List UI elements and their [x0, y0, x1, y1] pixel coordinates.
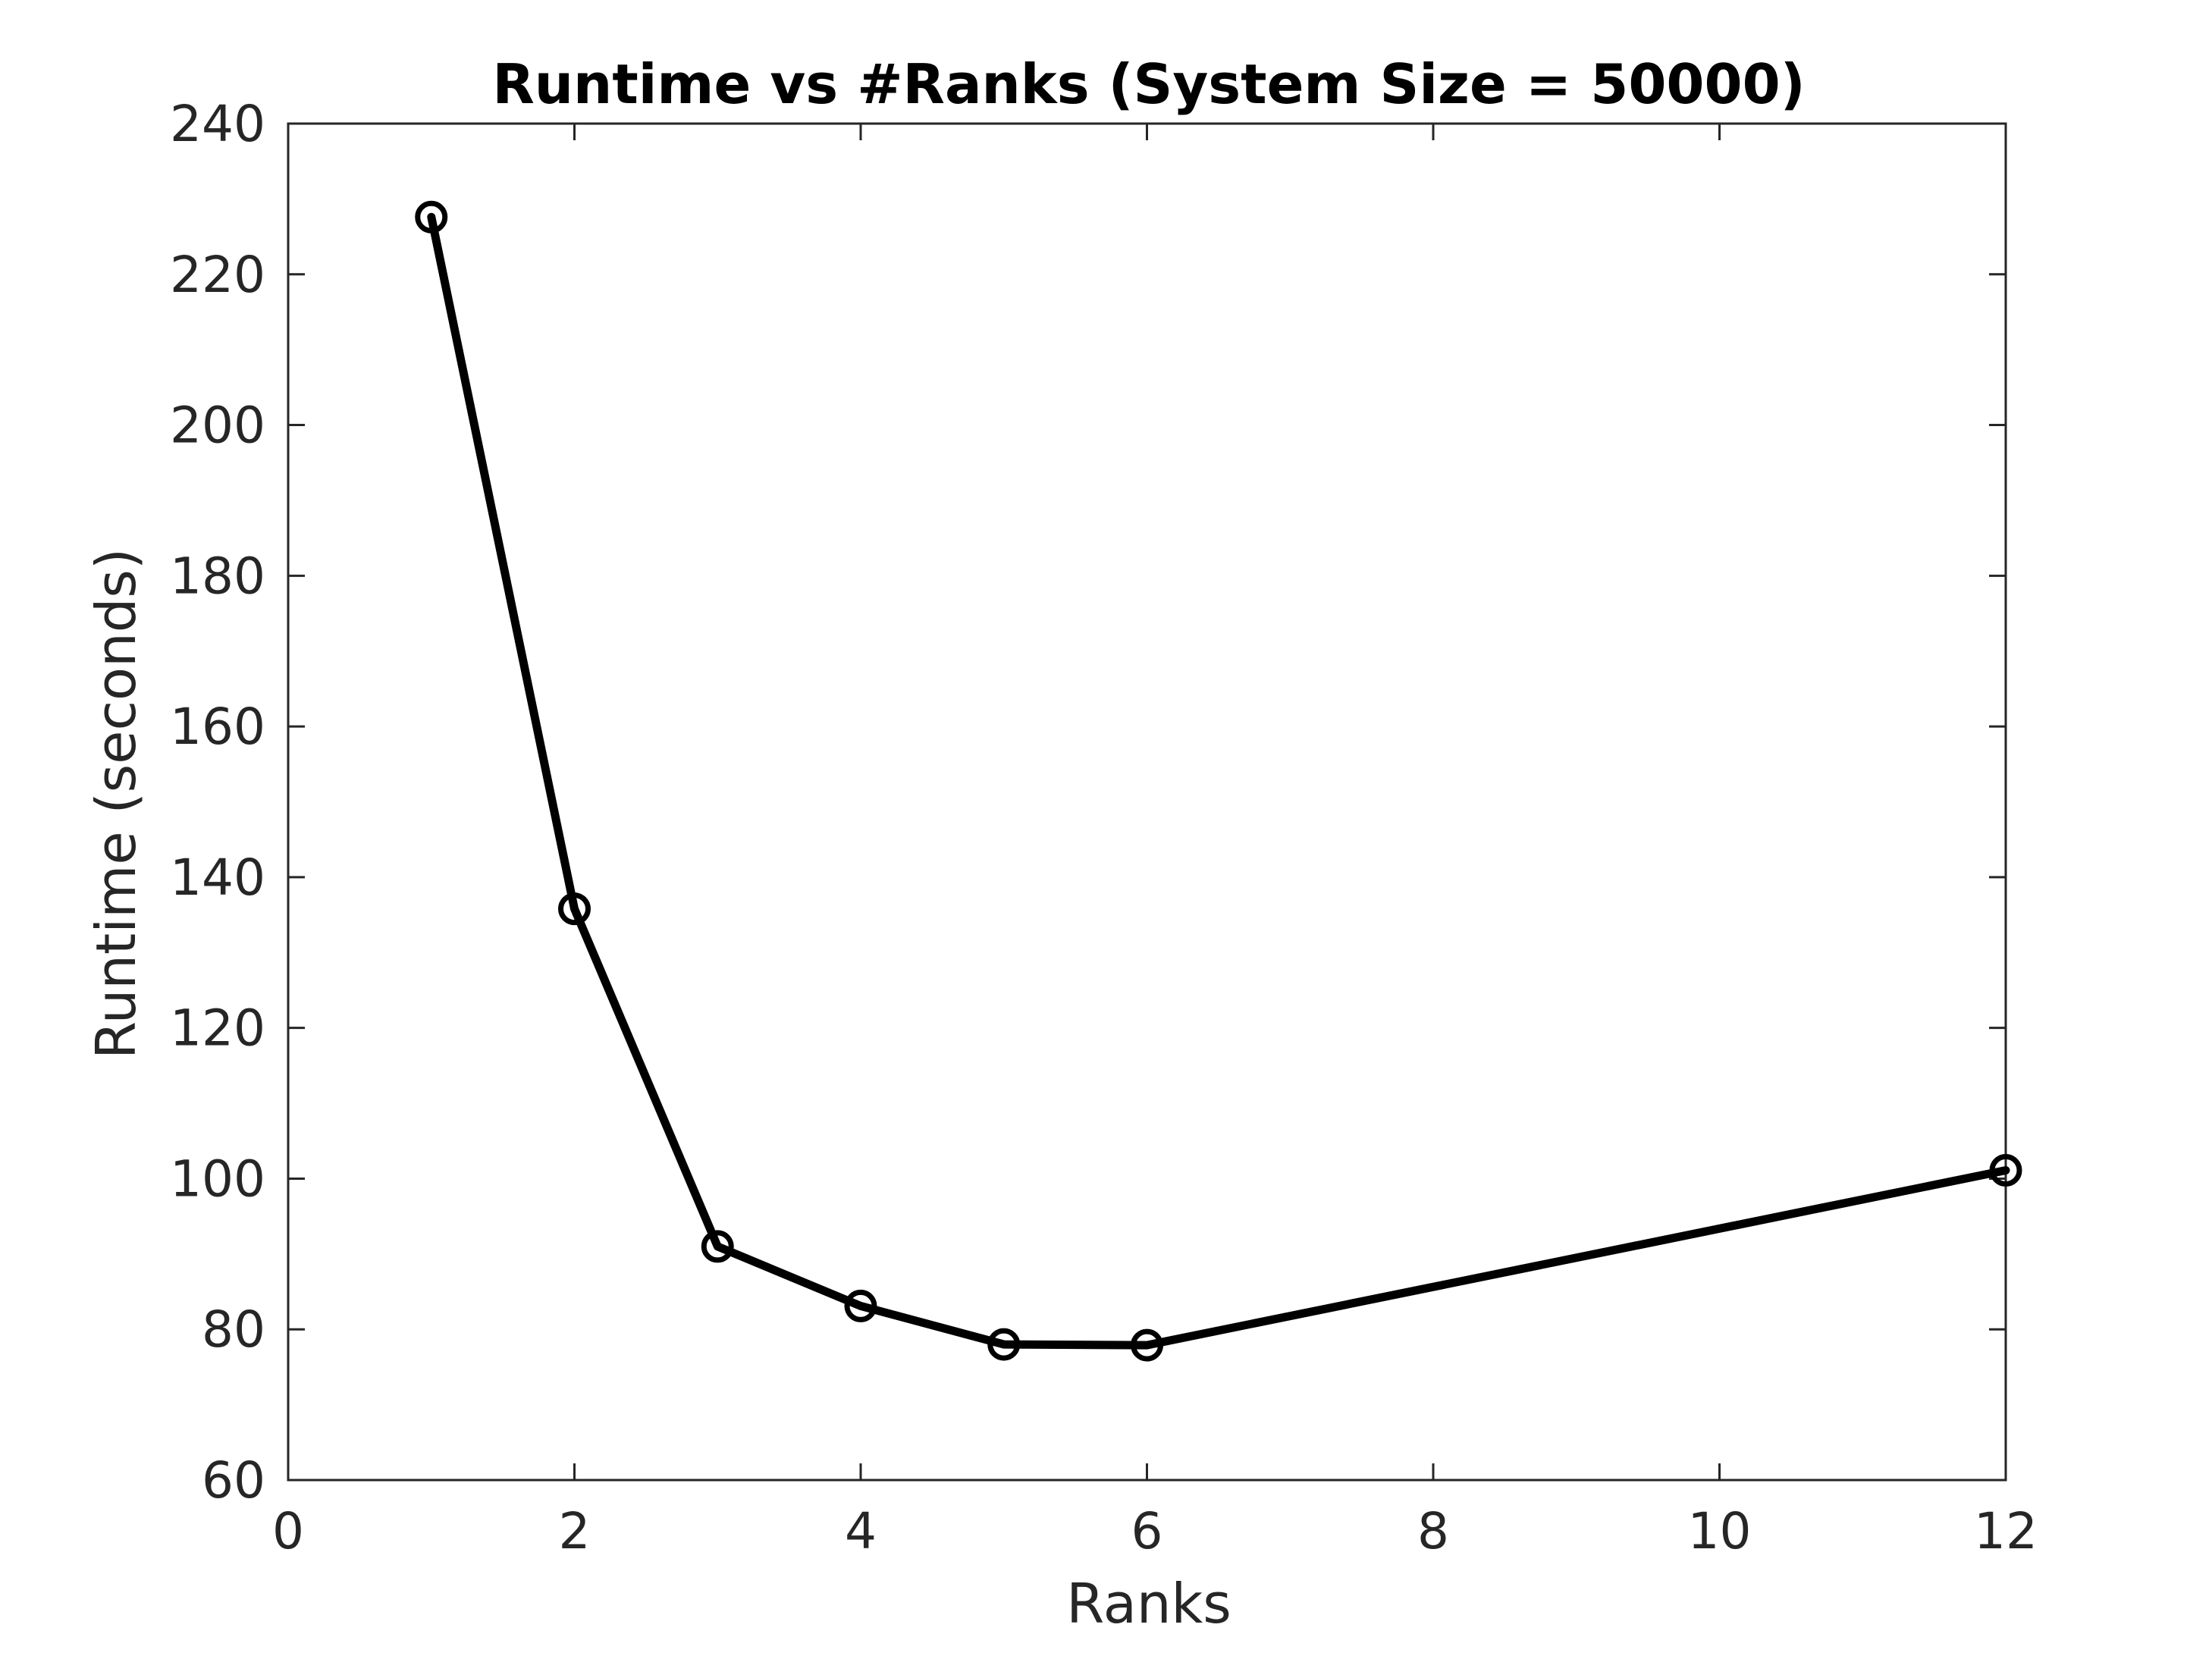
- data-point-marker: [844, 1289, 877, 1322]
- y-tick-label: 220: [170, 246, 265, 304]
- y-tick-label: 80: [202, 1300, 265, 1359]
- x-tick-label: 8: [1417, 1502, 1449, 1560]
- y-tick-label: 120: [170, 999, 265, 1058]
- y-tick-label: 180: [170, 547, 265, 605]
- x-tick-label: 4: [845, 1502, 877, 1560]
- y-tick-label: 240: [170, 95, 265, 153]
- x-tick-label: 12: [1974, 1502, 2038, 1560]
- x-axis-label: Ranks: [1066, 1572, 1231, 1635]
- x-tick-label: 10: [1688, 1502, 1752, 1560]
- data-point-marker: [558, 892, 591, 926]
- x-tick-label: 0: [272, 1502, 304, 1560]
- y-tick-label: 60: [202, 1451, 265, 1510]
- x-tick-label: 2: [559, 1502, 591, 1560]
- data-point-marker: [1131, 1328, 1163, 1362]
- series-line: [427, 212, 2010, 1350]
- data-point-marker: [701, 1230, 734, 1263]
- x-tick-label: 6: [1131, 1502, 1163, 1560]
- y-tick-label: 200: [170, 397, 265, 455]
- data-point-marker: [987, 1328, 1021, 1361]
- data-point-marker: [1989, 1154, 2022, 1187]
- y-tick-label: 100: [170, 1149, 265, 1208]
- plot-area: 0 2 4 6 8 10 12 60 80 100 120 140 160 180 200 220 240: [170, 95, 2038, 1560]
- chart-title: Runtime vs #Ranks (System Size = 50000): [492, 52, 1805, 116]
- y-tick-label: 160: [170, 698, 265, 756]
- y-axis-label: Runtime (seconds): [84, 548, 148, 1059]
- y-tick-label: 140: [170, 848, 265, 907]
- data-point-marker: [415, 200, 448, 234]
